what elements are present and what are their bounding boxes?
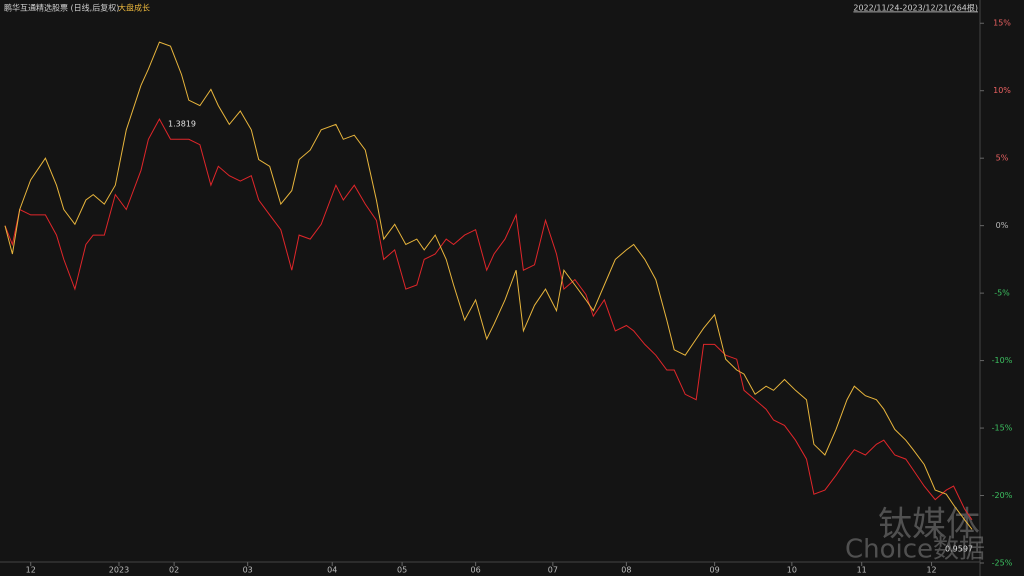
y-tick-label: 5% bbox=[996, 154, 1009, 163]
x-tick-label: 10 bbox=[787, 566, 797, 575]
end-annotation: 0.9597 bbox=[945, 545, 973, 554]
series-line bbox=[4, 117, 973, 521]
y-tick-label: -10% bbox=[992, 356, 1013, 365]
y-tick-label: -20% bbox=[992, 491, 1013, 500]
x-tick-label: 06 bbox=[471, 566, 481, 575]
x-tick-label: 08 bbox=[621, 566, 631, 575]
y-tick-label: 0% bbox=[996, 221, 1009, 230]
watermark: Choice数据 bbox=[845, 535, 985, 565]
x-tick-label: 05 bbox=[397, 566, 407, 575]
legend-entry: 大盘成长 bbox=[118, 3, 150, 13]
x-tick-label: 04 bbox=[327, 566, 337, 575]
x-tick-label: 02 bbox=[169, 566, 179, 575]
x-tick-label: 12 bbox=[926, 566, 936, 575]
x-tick-label: 03 bbox=[243, 566, 253, 575]
y-tick-label: 10% bbox=[993, 86, 1011, 95]
x-tick-label: 07 bbox=[548, 566, 558, 575]
date-range: 2022/11/24-2023/12/21(264根) bbox=[853, 3, 978, 13]
series-line bbox=[4, 41, 973, 530]
y-tick-label: 15% bbox=[993, 19, 1011, 28]
x-tick-label: 2023 bbox=[109, 566, 129, 575]
x-tick-label: 09 bbox=[710, 566, 720, 575]
watermark: 钛媒体 bbox=[878, 505, 980, 545]
y-tick-label: -5% bbox=[994, 289, 1010, 298]
chart-title: 鹏华互通精选股票 (日线,后复权) bbox=[4, 3, 119, 13]
max-annotation: 1.3819 bbox=[168, 120, 196, 129]
y-tick-label: -25% bbox=[992, 559, 1013, 568]
y-tick-label: -15% bbox=[992, 424, 1013, 433]
x-tick-label: 11 bbox=[857, 566, 867, 575]
x-tick-label: 12 bbox=[26, 566, 36, 575]
